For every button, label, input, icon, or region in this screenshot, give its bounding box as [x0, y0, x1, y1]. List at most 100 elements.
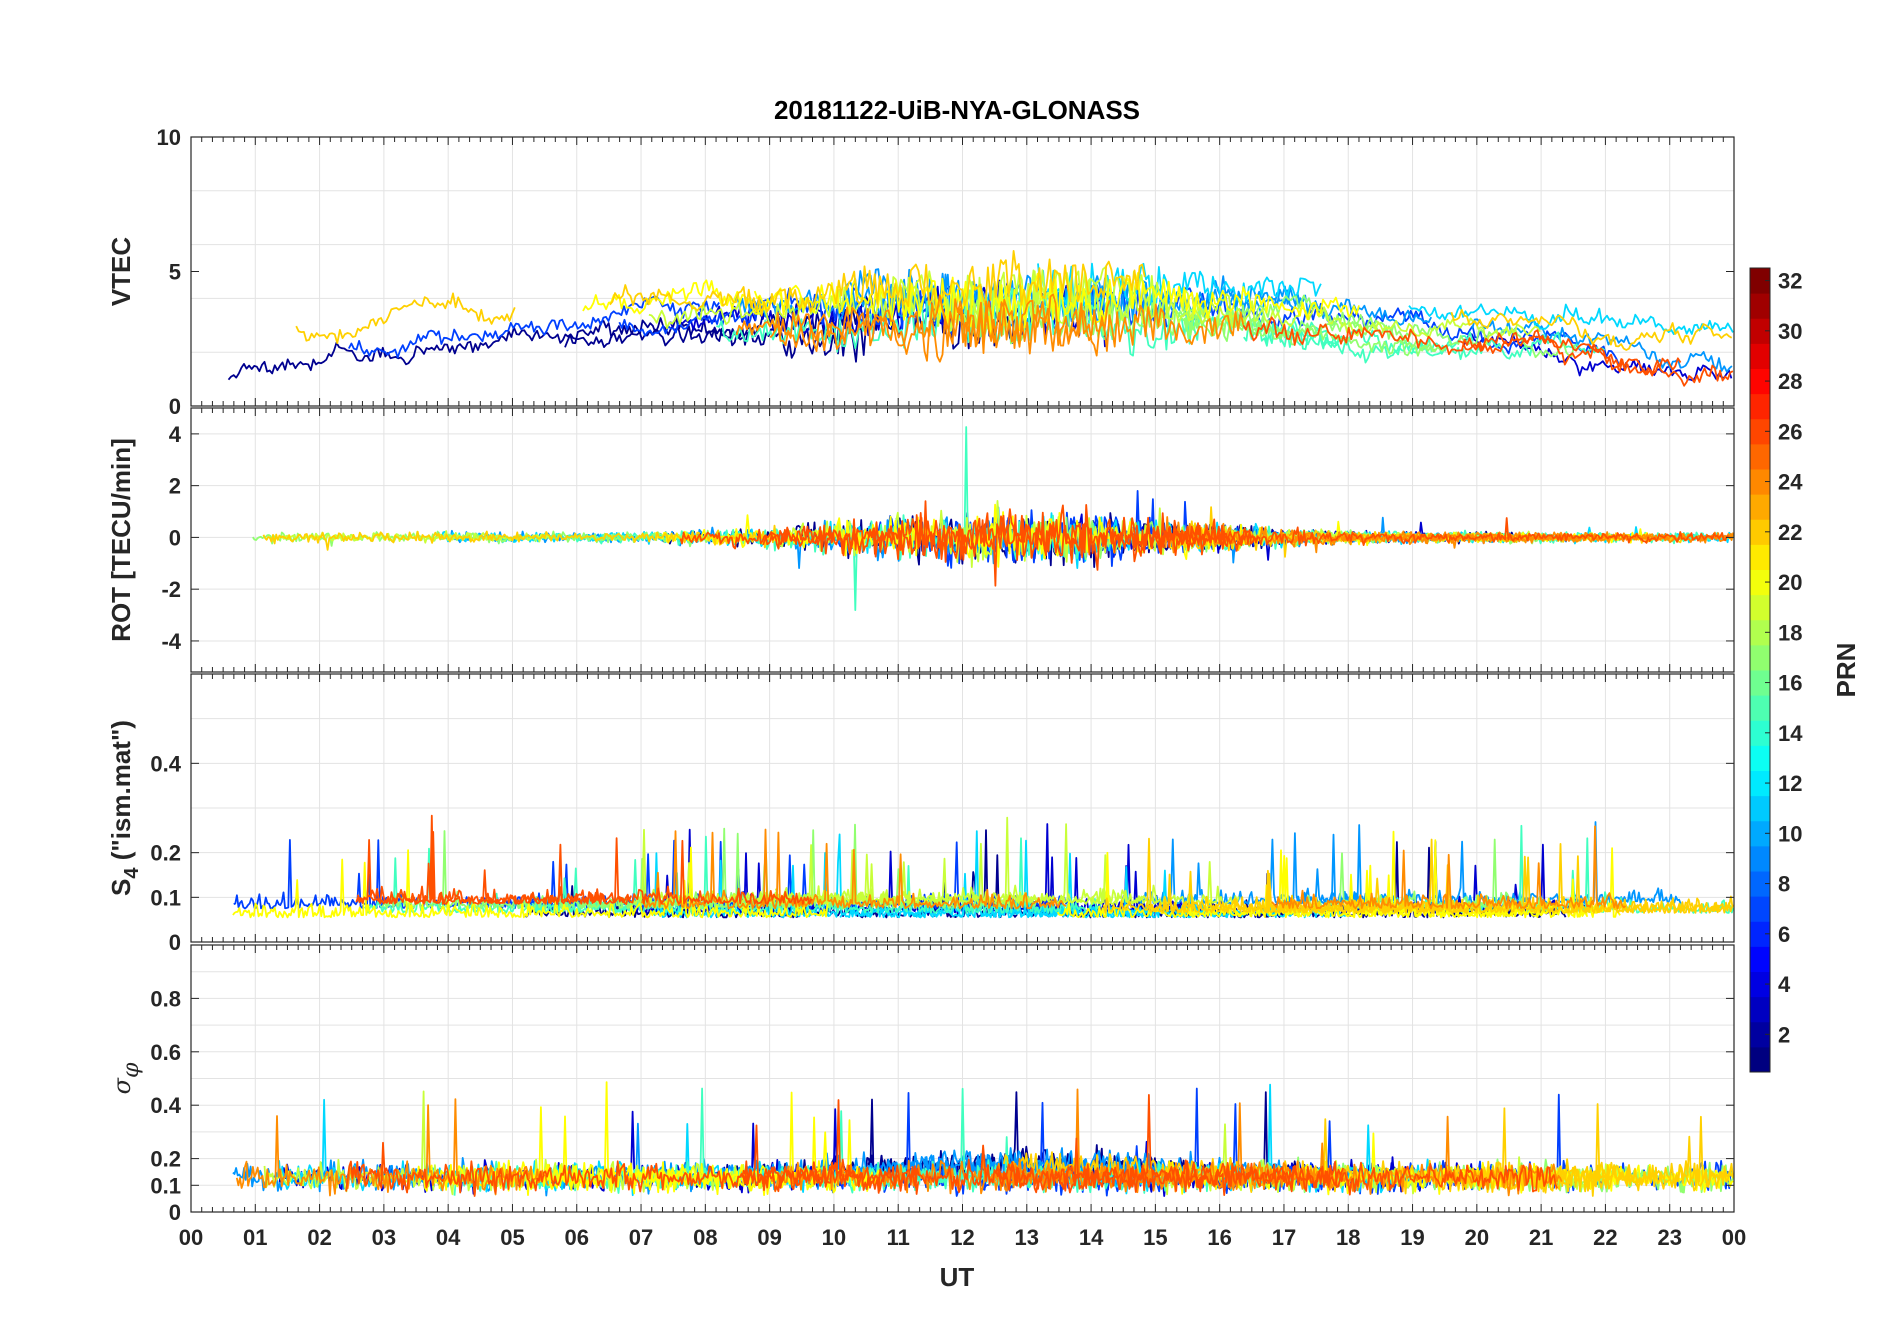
colorbar-swatch — [1750, 720, 1770, 746]
x-tick-label: 06 — [565, 1225, 589, 1250]
x-ticks — [190, 674, 1735, 942]
colorbar-tick-label: 8 — [1778, 872, 1790, 897]
x-tick-label: 14 — [1079, 1225, 1104, 1250]
colorbar-tick-label: 12 — [1778, 771, 1802, 796]
colorbar-swatch — [1750, 569, 1770, 596]
colorbar-swatch — [1750, 1021, 1770, 1048]
x-tick-label: 23 — [1657, 1225, 1681, 1250]
y-ticks: 0 5 10 — [157, 125, 1734, 419]
panel-3: 0 0.1 0.2 0.4 S4 ("ism.mat") — [106, 673, 1735, 955]
colorbar-tick-label: 26 — [1778, 419, 1802, 444]
panel-4: 00.10.2 0.4 0.6 0.8 σφ — [108, 944, 1735, 1225]
colorbar-tick-label: 28 — [1778, 369, 1802, 394]
y-tick-label: 5 — [169, 260, 181, 285]
colorbar-tick-label: 18 — [1778, 620, 1802, 645]
y-tick-label: 0 — [169, 394, 181, 419]
x-tick-label: 02 — [307, 1225, 331, 1250]
colorbar-swatch — [1750, 996, 1770, 1023]
x-ticks — [190, 945, 1735, 1212]
y-axis-label: VTEC — [106, 237, 136, 307]
colorbar-swatch — [1750, 368, 1770, 395]
x-tick-label: 04 — [436, 1225, 461, 1250]
x-tick-label: 20 — [1465, 1225, 1489, 1250]
y-tick-label: 10 — [157, 125, 181, 150]
colorbar-tick-label: 24 — [1778, 470, 1803, 495]
x-tick-label: 09 — [757, 1225, 781, 1250]
series-line — [1242, 316, 1734, 387]
colorbar-swatch — [1750, 946, 1770, 972]
series-line — [735, 293, 1245, 363]
x-tick-label: 00 — [179, 1225, 203, 1250]
x-ticks — [190, 137, 1735, 406]
colorbar-swatch — [1750, 1046, 1770, 1073]
colorbar-label: PRN — [1831, 643, 1861, 698]
colorbar-tick-label: 2 — [1778, 1022, 1790, 1047]
series-line — [679, 500, 1729, 587]
x-tick-label: 01 — [243, 1225, 267, 1250]
series-line — [295, 250, 1733, 351]
colorbar-swatch — [1750, 418, 1770, 445]
colorbar-tick-label: 22 — [1778, 520, 1802, 545]
x-tick-label: 00 — [1722, 1225, 1746, 1250]
colorbar-tick-label: 10 — [1778, 821, 1802, 846]
colorbar-swatch — [1750, 820, 1770, 847]
colorbar-swatch — [1750, 845, 1770, 872]
x-tick-label: 12 — [950, 1225, 974, 1250]
x-tick-label: 16 — [1207, 1225, 1231, 1250]
y-label-sub: 4 — [121, 867, 143, 879]
colorbar-swatch — [1750, 343, 1770, 369]
x-tick-label: 13 — [1015, 1225, 1039, 1250]
x-axis-label: UT — [940, 1262, 975, 1292]
colorbar-tick-label: 14 — [1778, 721, 1803, 746]
colorbar-swatch — [1750, 921, 1770, 947]
colorbar-swatch — [1750, 670, 1770, 696]
colorbar-swatch — [1750, 443, 1770, 470]
colorbar-swatch — [1750, 393, 1770, 420]
colorbar-swatch — [1750, 293, 1770, 319]
y-tick-label: 4 — [169, 422, 182, 447]
colorbar-swatch — [1750, 795, 1770, 822]
panel-2: -4 -2 0 2 4 ROT [TECU/min] — [106, 407, 1735, 673]
y-tick-label: 0.2 — [150, 1147, 181, 1172]
y-tick-label: 0.2 — [150, 841, 181, 866]
x-tick-label: 11 — [887, 1225, 910, 1250]
x-tick-label: 21 — [1529, 1225, 1553, 1250]
y-tick-label: 0.1 — [150, 885, 181, 910]
x-tick-label: 19 — [1400, 1225, 1424, 1250]
y-label-rest: ("ism.mat") — [106, 720, 136, 867]
colorbar-swatch — [1750, 971, 1770, 998]
y-tick-label: 0.4 — [150, 751, 181, 776]
colorbar-swatch — [1750, 469, 1770, 495]
colorbar-swatch — [1750, 644, 1770, 671]
y-label-main: S — [106, 879, 136, 896]
colorbar-tick-label: 6 — [1778, 922, 1790, 947]
x-tick-label: 10 — [822, 1225, 846, 1250]
x-tick-label: 22 — [1593, 1225, 1617, 1250]
colorbar-swatch — [1750, 745, 1770, 771]
colorbar-swatch — [1750, 871, 1770, 897]
series-traces — [232, 814, 1734, 919]
colorbar-swatch — [1750, 619, 1770, 646]
y-ticks: 00.10.2 0.4 0.6 0.8 — [150, 986, 1734, 1225]
x-tick-label: 17 — [1272, 1225, 1296, 1250]
x-ticks — [190, 408, 1735, 672]
y-tick-label: 0.8 — [150, 986, 181, 1011]
y-tick-label: 0 — [169, 930, 181, 955]
series-line — [345, 1094, 1558, 1197]
colorbar-swatch — [1750, 494, 1770, 520]
chart-title: 20181122-UiB-NYA-GLONASS — [774, 95, 1140, 125]
colorbar-swatch — [1750, 519, 1770, 545]
colorbar-swatch — [1750, 896, 1770, 922]
colorbar-tick-label: 30 — [1778, 319, 1802, 344]
y-tick-label: 0.1 — [150, 1173, 181, 1198]
grid — [191, 137, 1734, 406]
series-line — [355, 814, 813, 905]
x-tick-label: 15 — [1143, 1225, 1167, 1250]
x-tick-label: 07 — [629, 1225, 653, 1250]
colorbar-tick-label: 20 — [1778, 570, 1802, 595]
y-tick-label: -2 — [161, 577, 181, 602]
x-tick-label: 18 — [1336, 1225, 1360, 1250]
